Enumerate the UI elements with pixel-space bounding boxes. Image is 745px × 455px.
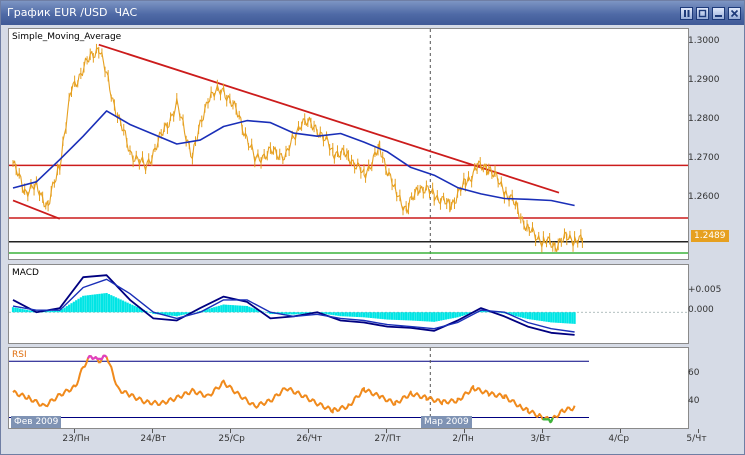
- macd-axis-tick: +0.005: [688, 284, 722, 295]
- time-axis-tick-mark: [698, 429, 700, 433]
- price-axis-tick: 1.2900: [688, 74, 720, 85]
- macd-panel[interactable]: MACD: [8, 264, 689, 344]
- price-chart: [9, 29, 688, 259]
- time-axis-tick-mark: [386, 429, 388, 433]
- price-axis-tick: 1.3000: [688, 35, 720, 46]
- rsi-panel[interactable]: RSI: [8, 347, 689, 429]
- indicator-label: Simple_Moving_Average: [12, 32, 122, 42]
- macd-axis-tick: 0.000: [688, 305, 714, 316]
- time-axis-tick-mark: [152, 429, 154, 433]
- pause-button[interactable]: [680, 7, 693, 20]
- rsi-axis-tick: 60: [688, 368, 700, 379]
- time-axis-tick: 5/Чт: [686, 434, 707, 444]
- close-button[interactable]: [728, 7, 741, 20]
- macd-label: MACD: [12, 268, 39, 278]
- time-axis-tick: 26/Чт: [296, 434, 323, 444]
- rsi-axis-tick: 40: [688, 396, 700, 407]
- time-axis-tick: 23/Пн: [62, 434, 90, 444]
- title-bar[interactable]: График EUR /USD ЧАС: [1, 1, 744, 25]
- rsi-oversold-segment: [542, 417, 554, 424]
- price-axis-tick: 1.2600: [688, 191, 720, 202]
- price-axis-tick: 1.2700: [688, 152, 720, 163]
- window-title: График EUR /USD ЧАС: [7, 6, 138, 19]
- time-axis-tick-mark: [230, 429, 232, 433]
- time-axis-tick-mark: [74, 429, 76, 433]
- macd-chart: [9, 274, 688, 336]
- trend-line: [98, 43, 560, 194]
- close-icon: [730, 9, 739, 18]
- rsi-label: RSI: [12, 350, 27, 360]
- rsi-chart: [9, 348, 589, 428]
- moving-average-line: [12, 110, 575, 207]
- minimize-icon: [715, 15, 722, 17]
- price-chart-panel[interactable]: Simple_Moving_Average: [8, 28, 689, 260]
- rsi-line: [12, 354, 576, 424]
- trend-line: [12, 199, 61, 220]
- price-series: [12, 47, 583, 253]
- time-axis-tick: 4/Ср: [608, 434, 630, 444]
- time-axis-tick-mark: [542, 429, 544, 433]
- time-axis-tick-mark: [620, 429, 622, 433]
- price-axis-tick: 1.2800: [688, 113, 720, 124]
- time-axis-tick-mark: [308, 429, 310, 433]
- minimize-button[interactable]: [712, 7, 725, 20]
- time-axis-tick: 27/Пт: [374, 434, 401, 444]
- time-axis-tick: 2/Пн: [452, 434, 474, 444]
- time-axis-tick: 3/Вт: [530, 434, 551, 444]
- time-axis-tick-mark: [464, 429, 466, 433]
- restore-icon: [698, 9, 707, 18]
- date-marker-mar: Мар 2009: [421, 416, 472, 428]
- time-axis-tick: 24/Вт: [140, 434, 167, 444]
- date-marker-feb: Фев 2009: [11, 416, 62, 428]
- time-axis-tick: 25/Ср: [218, 434, 245, 444]
- macd-signal-line: [12, 278, 575, 333]
- pause-icon: [684, 10, 690, 17]
- rsi-overbought-segment: [86, 354, 108, 361]
- restore-button[interactable]: [696, 7, 709, 20]
- current-price-tag: 1.2489: [691, 230, 729, 242]
